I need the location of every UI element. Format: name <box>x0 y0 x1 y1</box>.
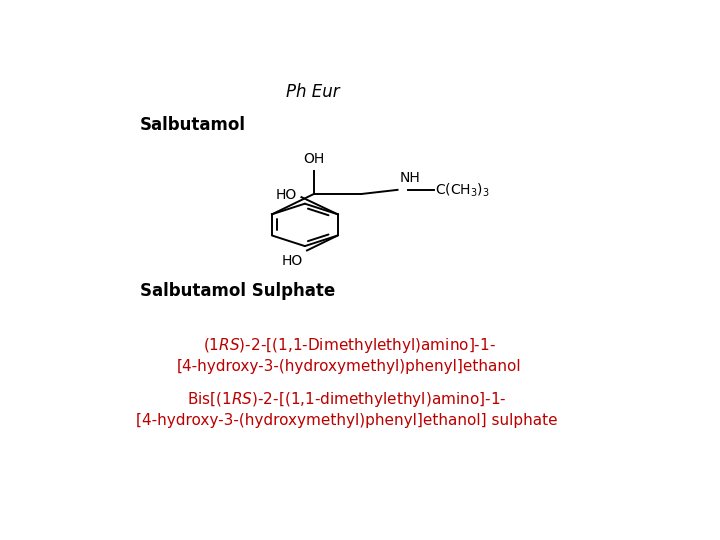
Text: C(CH$_3$)$_3$: C(CH$_3$)$_3$ <box>436 181 490 199</box>
Text: Ph Eur: Ph Eur <box>287 83 340 101</box>
Text: NH: NH <box>400 171 420 185</box>
Text: OH: OH <box>303 152 325 166</box>
Text: [4-hydroxy-3-(hydroxymethyl)phenyl]ethanol] sulphate: [4-hydroxy-3-(hydroxymethyl)phenyl]ethan… <box>136 413 557 428</box>
Text: HO: HO <box>276 188 297 202</box>
Text: Bis[(1$\mathit{RS}$)-2-[(1,1-dimethylethyl)amino]-1-: Bis[(1$\mathit{RS}$)-2-[(1,1-dimethyleth… <box>187 390 506 409</box>
Text: (1$\mathit{RS}$)-2-[(1,1-Dimethylethyl)amino]-1-: (1$\mathit{RS}$)-2-[(1,1-Dimethylethyl)a… <box>203 336 496 355</box>
Text: HO: HO <box>282 254 303 268</box>
Text: Salbutamol Sulphate: Salbutamol Sulphate <box>140 282 336 300</box>
Text: [4-hydroxy-3-(hydroxymethyl)phenyl]ethanol: [4-hydroxy-3-(hydroxymethyl)phenyl]ethan… <box>177 359 522 374</box>
Text: Salbutamol: Salbutamol <box>140 116 246 134</box>
